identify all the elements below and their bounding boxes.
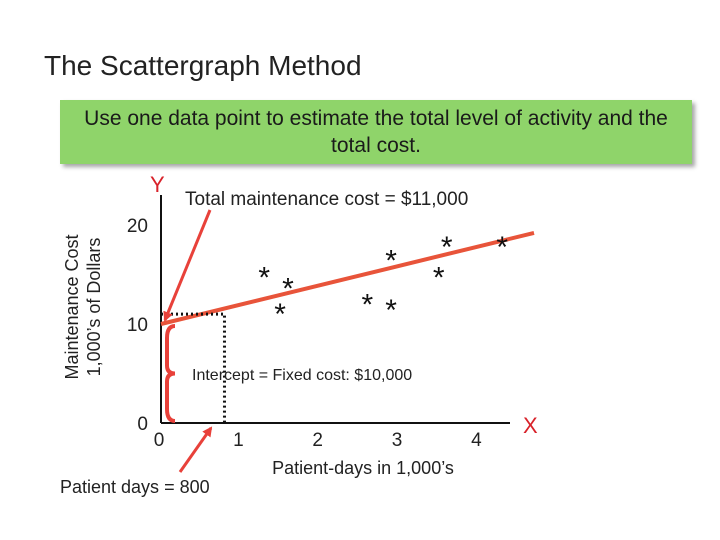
slide-title: The Scattergraph Method — [44, 50, 362, 81]
x-tick-label: 1 — [233, 430, 244, 451]
reference-guide-lines — [161, 312, 226, 423]
patient-days-annotation: Patient days = 800 — [60, 477, 210, 497]
y-axis-label-line2: 1,000’s of Dollars — [84, 238, 104, 377]
tick-labels: 0 10 20 0 1 2 3 4 — [127, 216, 482, 451]
data-point: * — [274, 298, 286, 331]
y-axis-label-line1: Maintenance Cost — [62, 234, 82, 379]
intercept-brace — [165, 324, 176, 423]
patient-days-arrow — [178, 426, 213, 473]
fit-line — [160, 230, 535, 326]
x-axis-letter: X — [523, 413, 538, 438]
data-point: * — [496, 231, 508, 264]
y-axis-letter: Y — [150, 172, 165, 197]
total-cost-arrow — [163, 209, 212, 322]
x-tick-label: 4 — [471, 430, 482, 451]
instruction-callout: Use one data point to estimate the total… — [60, 100, 692, 164]
x-tick-label: 2 — [312, 430, 323, 451]
data-points: * **** **** — [258, 231, 508, 331]
y-tick-label: 10 — [127, 315, 148, 336]
data-point: * — [258, 262, 270, 295]
y-tick-label: 20 — [127, 216, 148, 237]
data-point: * — [282, 272, 294, 305]
callout-text: Use one data point to estimate the total… — [84, 107, 668, 157]
data-point: * — [385, 245, 397, 278]
data-point: * — [385, 294, 397, 327]
y-tick-label: 0 — [137, 414, 148, 435]
x-tick-label: 0 — [154, 430, 165, 451]
intercept-annotation: Intercept = Fixed cost: $10,000 — [192, 367, 412, 384]
data-point: * — [433, 262, 445, 295]
total-cost-annotation: Total maintenance cost = $11,000 — [185, 189, 468, 210]
data-point: * — [361, 288, 373, 321]
data-point: * — [441, 231, 453, 264]
x-tick-label: 3 — [392, 430, 403, 451]
x-axis-title: Patient-days in 1,000’s — [272, 458, 454, 478]
